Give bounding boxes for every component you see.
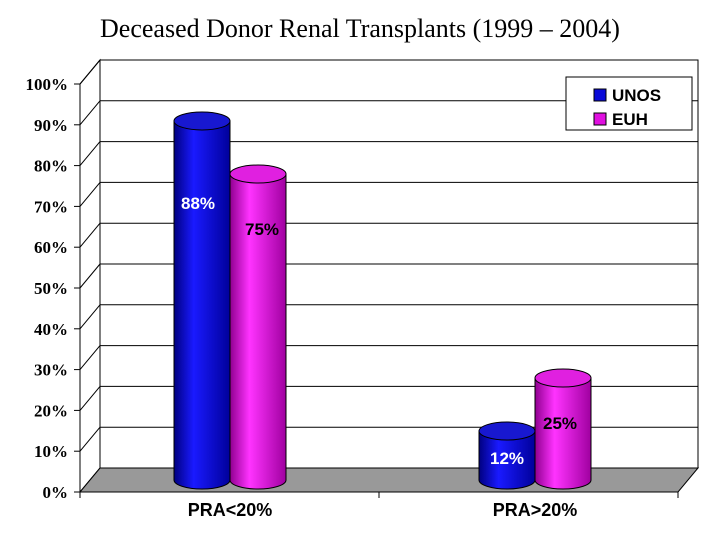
gridline-side bbox=[79, 345, 101, 370]
y-tick-label: 100% bbox=[26, 75, 69, 94]
gridline-side bbox=[79, 386, 101, 411]
data-label-unos: 88% bbox=[181, 194, 215, 213]
gridline-side bbox=[79, 141, 101, 166]
y-tick-label: 80% bbox=[34, 157, 68, 176]
bar-body bbox=[229, 173, 287, 490]
legend-label-euh: EUH bbox=[612, 110, 648, 129]
gridline-side bbox=[79, 182, 101, 207]
bar-body bbox=[173, 120, 231, 490]
y-tick-label: 30% bbox=[34, 361, 68, 380]
y-tick-label: 60% bbox=[34, 238, 68, 257]
data-label-euh: 25% bbox=[543, 414, 577, 433]
legend-swatch-euh bbox=[593, 112, 607, 126]
y-tick-label: 70% bbox=[34, 197, 68, 216]
bar-euh-0 bbox=[229, 164, 287, 490]
y-tick-label: 50% bbox=[34, 279, 68, 298]
y-tick-label: 10% bbox=[34, 442, 68, 461]
bar-body bbox=[534, 377, 592, 490]
legend-box bbox=[565, 76, 693, 131]
gridline-side bbox=[79, 263, 101, 289]
data-label-euh: 75% bbox=[245, 220, 279, 239]
bar-top bbox=[478, 421, 536, 441]
gridline-side bbox=[79, 304, 101, 330]
bar-top bbox=[173, 111, 231, 131]
gridline-side bbox=[79, 426, 101, 452]
y-tick-label: 20% bbox=[34, 401, 68, 420]
data-label-unos: 12% bbox=[490, 449, 524, 468]
bar-unos-1 bbox=[478, 421, 536, 490]
bar-top bbox=[534, 368, 592, 388]
gridline-side bbox=[79, 100, 101, 126]
chart-title: Deceased Donor Renal Transplants (1999 –… bbox=[100, 14, 620, 43]
gridline-side bbox=[79, 59, 101, 85]
chart-floor bbox=[78, 467, 700, 493]
x-category-label: PRA<20% bbox=[188, 500, 273, 520]
legend-swatch-unos bbox=[593, 88, 607, 102]
y-tick-label: 0% bbox=[43, 483, 69, 502]
legend-label-unos: UNOS bbox=[612, 86, 661, 105]
y-tick-label: 40% bbox=[34, 320, 68, 339]
gridline-side bbox=[79, 222, 101, 248]
bar-top bbox=[229, 164, 287, 184]
y-tick-label: 90% bbox=[34, 116, 68, 135]
bar-unos-0 bbox=[173, 111, 231, 490]
x-category-label: PRA>20% bbox=[493, 500, 578, 520]
bar-body bbox=[478, 430, 536, 490]
bar-euh-1 bbox=[534, 368, 592, 490]
